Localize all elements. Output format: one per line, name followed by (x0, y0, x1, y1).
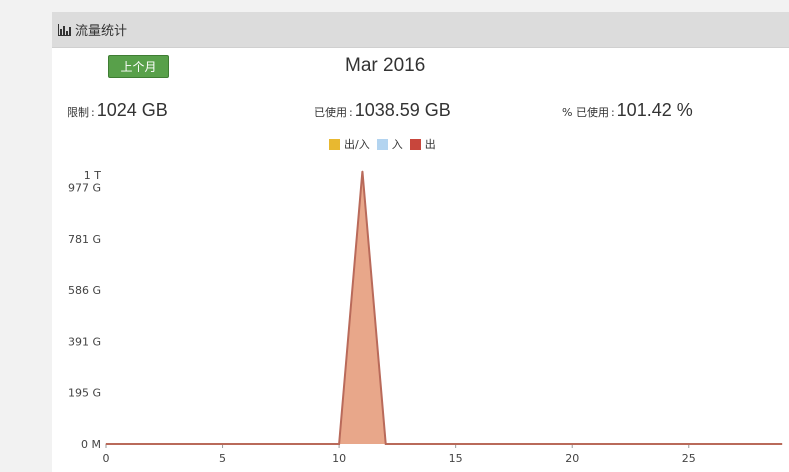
legend-swatch-out[interactable] (409, 138, 421, 150)
data-point (781, 443, 783, 445)
percent-value: 101.42 % (616, 100, 693, 120)
series-line (106, 171, 783, 445)
y-tick-label: 586 G (68, 284, 101, 297)
chart-legend: 出/入 入 出 (326, 136, 438, 152)
data-point (361, 170, 363, 172)
used-stat: 已使用 : 1038.59 GB (314, 100, 451, 121)
current-month-label: Mar 2016 (345, 55, 426, 76)
data-point (105, 443, 107, 445)
panel-title: 流量统计 (75, 24, 128, 39)
legend-swatch-in[interactable] (376, 138, 388, 150)
traffic-panel: 流量统计 (52, 12, 789, 472)
used-value: 1038.59 GB (354, 100, 451, 120)
y-tick-label: 781 G (68, 233, 101, 246)
percent-separator: : (610, 106, 615, 119)
used-separator: : (349, 106, 353, 119)
series-area (106, 171, 783, 444)
legend-swatch-inout[interactable] (329, 138, 340, 150)
percent-stat: % 已使用 : 101.42 % (562, 100, 693, 121)
y-tick-label: 0 M (81, 438, 101, 451)
data-point (385, 443, 387, 445)
data-point (338, 443, 340, 445)
limit-value: 1024 GB (96, 100, 168, 120)
y-tick-label: 391 G (68, 335, 101, 348)
limit-label: 限制 (67, 106, 89, 119)
y-tick-label: 977 G (68, 181, 101, 194)
y-tick-label: 195 G (68, 387, 101, 400)
limit-separator: : (91, 106, 95, 119)
used-label: 已使用 (314, 106, 347, 119)
limit-stat: 限制 : 1024 GB (67, 100, 168, 121)
panel-header: 流量统计 (52, 12, 789, 48)
x-tick-label: 10 (332, 452, 346, 465)
x-tick-label: 15 (449, 452, 463, 465)
x-tick-label: 25 (682, 452, 696, 465)
x-tick-label: 5 (219, 452, 226, 465)
percent-label: % 已使用 (562, 106, 609, 119)
previous-month-button[interactable]: 上个月 (108, 55, 169, 78)
legend-label-in[interactable]: 入 (391, 138, 403, 151)
x-tick-label: 20 (565, 452, 579, 465)
bar-chart-icon (58, 23, 71, 36)
legend-label-inout[interactable]: 出/入 (344, 138, 370, 151)
y-tick-label: 1 T (84, 169, 101, 182)
x-tick-label: 0 (103, 452, 110, 465)
legend-label-out[interactable]: 出 (424, 138, 436, 151)
